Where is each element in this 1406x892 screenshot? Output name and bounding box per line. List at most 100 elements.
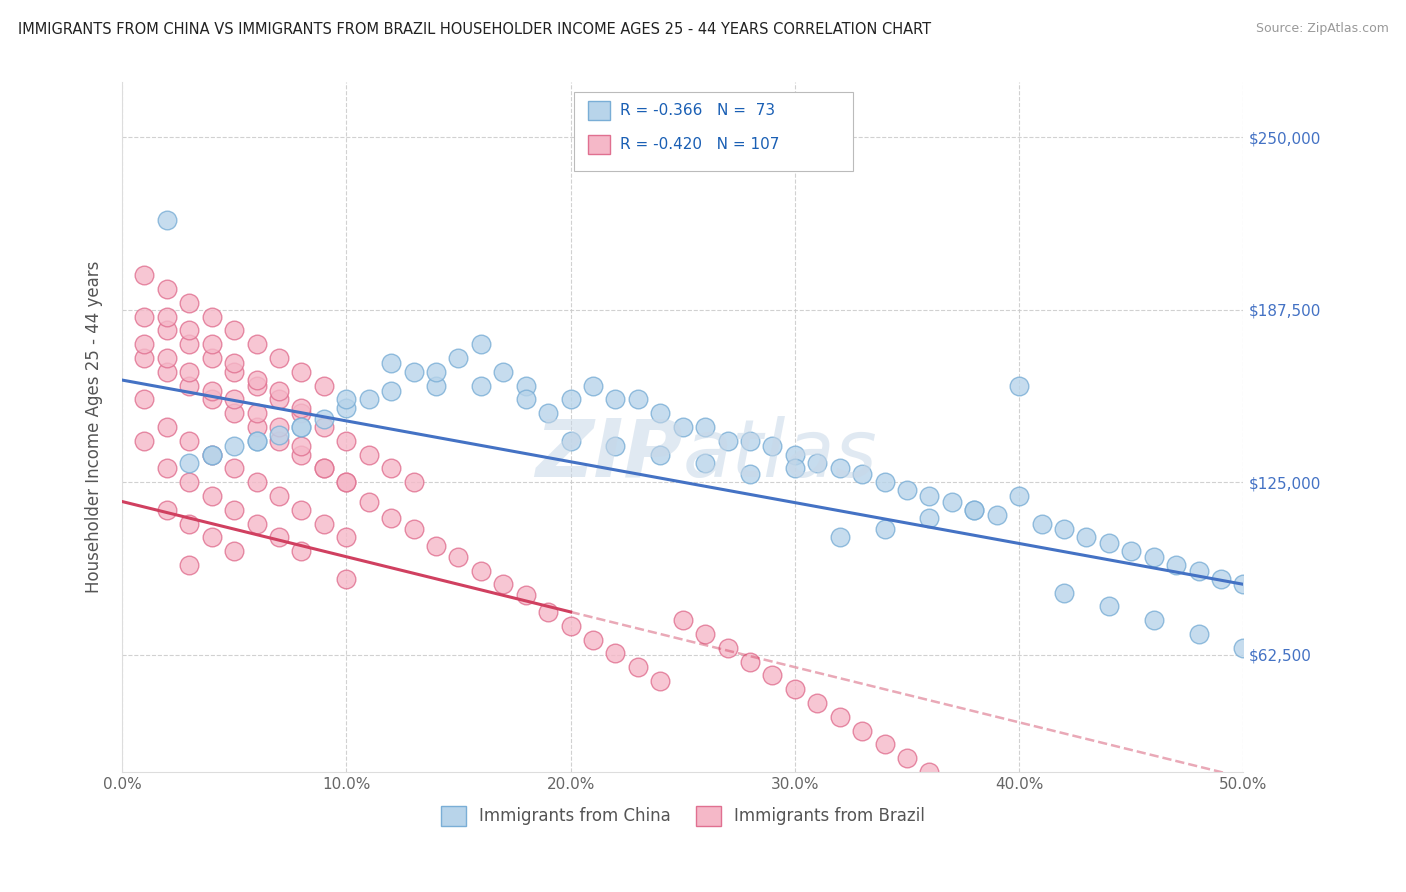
Point <box>806 696 828 710</box>
Point <box>380 511 402 525</box>
Point <box>267 420 290 434</box>
Point <box>224 323 246 337</box>
Point <box>224 461 246 475</box>
Point <box>1031 812 1053 826</box>
Point <box>156 365 179 379</box>
Point <box>134 392 156 407</box>
Text: Source: ZipAtlas.com: Source: ZipAtlas.com <box>1256 22 1389 36</box>
Point <box>134 310 156 324</box>
Point <box>1053 814 1076 829</box>
Point <box>1008 489 1031 503</box>
Point <box>290 401 312 415</box>
Text: R = -0.366   N =  73: R = -0.366 N = 73 <box>620 103 775 118</box>
Point <box>312 378 335 392</box>
Point <box>425 539 447 553</box>
Point <box>605 392 627 407</box>
Point <box>246 373 269 387</box>
Point <box>582 632 605 647</box>
Point <box>1098 599 1121 614</box>
Point <box>695 420 717 434</box>
Point <box>134 268 156 282</box>
Point <box>560 618 582 632</box>
Point <box>1053 522 1076 536</box>
Point <box>224 356 246 370</box>
Point <box>738 434 761 448</box>
Point <box>560 434 582 448</box>
Point <box>695 627 717 641</box>
Point <box>1031 516 1053 531</box>
Point <box>312 420 335 434</box>
Point <box>224 365 246 379</box>
Point <box>873 738 896 752</box>
Point <box>1232 640 1254 655</box>
Point <box>335 475 357 490</box>
Point <box>783 461 806 475</box>
Point <box>290 544 312 558</box>
Point <box>267 428 290 442</box>
Point <box>156 310 179 324</box>
Point <box>335 434 357 448</box>
Point <box>873 475 896 490</box>
Point <box>380 356 402 370</box>
Point <box>963 503 986 517</box>
Point <box>1143 549 1166 564</box>
Point <box>873 522 896 536</box>
Point <box>761 439 783 453</box>
Point <box>224 392 246 407</box>
Point <box>290 365 312 379</box>
Point <box>627 392 650 407</box>
Point <box>224 439 246 453</box>
Point <box>267 489 290 503</box>
Point <box>246 516 269 531</box>
Point <box>246 337 269 351</box>
Point <box>672 420 695 434</box>
Point <box>156 503 179 517</box>
Point <box>918 511 941 525</box>
Point <box>267 392 290 407</box>
Point <box>425 378 447 392</box>
Point <box>986 798 1008 813</box>
Point <box>492 365 515 379</box>
Point <box>560 392 582 407</box>
Point <box>156 351 179 365</box>
Point <box>717 640 740 655</box>
Point <box>179 516 201 531</box>
Point <box>963 792 986 806</box>
Text: ZIP: ZIP <box>536 416 683 493</box>
Point <box>201 530 224 544</box>
Point <box>1076 817 1098 831</box>
Point <box>224 503 246 517</box>
Point <box>179 378 201 392</box>
Point <box>179 295 201 310</box>
Point <box>470 378 492 392</box>
Point <box>267 384 290 398</box>
Point <box>470 564 492 578</box>
Point <box>134 351 156 365</box>
Point <box>447 549 470 564</box>
Point <box>537 605 560 619</box>
Point <box>290 420 312 434</box>
Point <box>290 420 312 434</box>
Point <box>246 434 269 448</box>
Point <box>246 420 269 434</box>
Point <box>357 494 380 508</box>
Point <box>605 439 627 453</box>
Point <box>828 461 851 475</box>
Point <box>1053 585 1076 599</box>
Point <box>986 508 1008 523</box>
Point <box>201 448 224 462</box>
Point <box>1187 564 1209 578</box>
Point <box>380 384 402 398</box>
Point <box>1143 613 1166 627</box>
Point <box>312 461 335 475</box>
Point <box>267 530 290 544</box>
Point <box>1008 378 1031 392</box>
Point <box>851 723 873 738</box>
Y-axis label: Householder Income Ages 25 - 44 years: Householder Income Ages 25 - 44 years <box>86 260 103 593</box>
Point <box>851 467 873 481</box>
Point <box>267 434 290 448</box>
Point <box>201 448 224 462</box>
Point <box>156 282 179 296</box>
Point <box>896 483 918 498</box>
Point <box>515 392 537 407</box>
